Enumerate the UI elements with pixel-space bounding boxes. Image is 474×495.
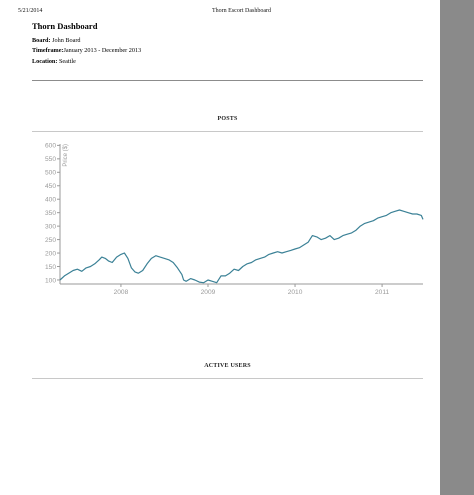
y-tick-label: 450 xyxy=(45,183,56,190)
board-info: Board: John Board xyxy=(32,37,80,44)
location-label: Location: xyxy=(32,58,58,65)
x-tick-label: 2011 xyxy=(375,289,390,296)
page-margin xyxy=(440,0,474,495)
posts-divider xyxy=(32,131,423,132)
timeframe-label: Timeframe: xyxy=(32,47,64,54)
y-tick-label: 150 xyxy=(45,264,56,271)
y-tick-label: 100 xyxy=(45,277,56,284)
y-tick-label: 250 xyxy=(45,237,56,244)
print-page xyxy=(0,0,440,495)
y-tick-label: 550 xyxy=(45,156,56,163)
series-line xyxy=(59,209,424,284)
print-date: 5/21/2014 xyxy=(18,8,43,14)
y-tick-label: 500 xyxy=(45,170,56,177)
board-label: Board: xyxy=(32,37,51,44)
timeframe-value: January 2013 - December 2013 xyxy=(63,47,142,54)
x-tick-label: 2008 xyxy=(114,289,129,296)
x-tick-label: 2009 xyxy=(201,289,216,296)
y-tick-label: 350 xyxy=(45,210,56,217)
posts-section-title: POSTS xyxy=(217,116,238,122)
location-value: Seattle xyxy=(58,58,76,65)
y-tick-label: 200 xyxy=(45,250,56,257)
active-users-section-title: ACTIVE USERS xyxy=(204,363,251,369)
x-tick-label: 2010 xyxy=(288,289,303,296)
location-info: Location: Seattle xyxy=(32,58,76,65)
header-divider xyxy=(32,80,423,81)
active-users-divider xyxy=(32,378,423,379)
board-value: John Board xyxy=(52,37,81,44)
timeframe-info: Timeframe:January 2013 - December 2013 xyxy=(32,47,141,54)
y-tick-label: 300 xyxy=(45,223,56,230)
y-axis-title: Price ($) xyxy=(63,144,69,167)
dashboard-title: Thorn Dashboard xyxy=(32,21,98,31)
print-header-title: Thorn Escort Dashboard xyxy=(212,8,271,14)
y-tick-label: 600 xyxy=(45,143,56,150)
y-tick-label: 400 xyxy=(45,197,56,204)
